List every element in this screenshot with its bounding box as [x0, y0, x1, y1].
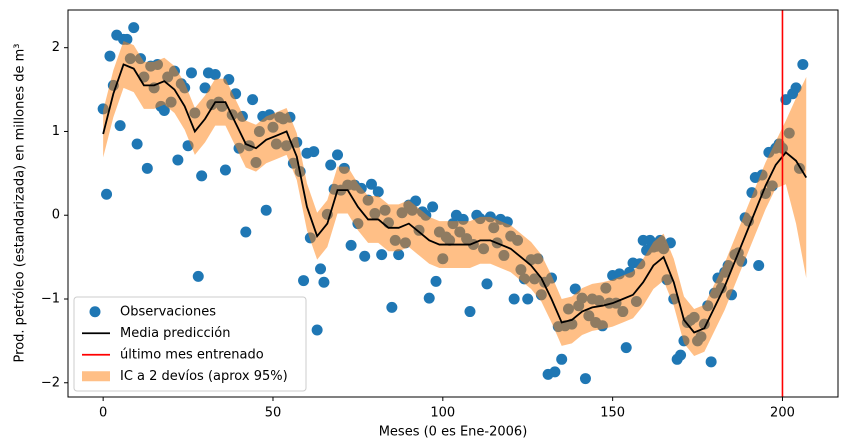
observation-point	[131, 138, 143, 150]
observation-point	[192, 270, 204, 282]
y-tick-label: 1	[52, 124, 60, 139]
legend-box	[73, 296, 307, 392]
observation-point	[427, 201, 439, 213]
observation-point	[393, 249, 405, 261]
observation-point	[430, 275, 442, 287]
observation-point	[508, 293, 520, 305]
observation-point	[620, 342, 632, 354]
x-tick-label: 200	[770, 406, 795, 421]
observation-point	[753, 259, 765, 271]
x-tick-label: 0	[99, 406, 107, 421]
x-tick-label: 150	[600, 406, 625, 421]
x-axis-label: Meses (0 es Ene-2006)	[379, 425, 528, 440]
x-tick-label: 50	[265, 406, 282, 421]
observation-point	[128, 22, 140, 34]
observation-point	[359, 250, 371, 262]
observation-point	[114, 120, 126, 132]
y-tick-label: −2	[41, 375, 60, 390]
observation-point	[247, 94, 259, 106]
observation-point	[104, 50, 116, 62]
observation-point	[219, 164, 231, 176]
observation-point	[196, 170, 208, 182]
observation-point	[318, 276, 330, 288]
observation-point	[365, 178, 377, 190]
observation-point	[185, 67, 197, 79]
observation-point	[298, 275, 310, 287]
observation-point	[260, 204, 272, 216]
legend: Observaciones Media predicción último mes …	[73, 296, 307, 392]
observation-point	[579, 373, 591, 385]
legend-label: IC a 2 devíos (aprox 95%)	[120, 369, 288, 384]
y-tick-label: −1	[41, 291, 60, 306]
observation-point	[199, 82, 211, 94]
observation-point	[705, 356, 717, 368]
observation-point	[311, 324, 323, 336]
axes-frame	[67, 9, 839, 398]
observation-point	[308, 146, 320, 158]
observation-point	[790, 82, 802, 94]
observation-point	[240, 226, 252, 238]
observation-point	[797, 58, 809, 70]
observation-point	[345, 239, 357, 251]
observation-point	[372, 186, 384, 198]
legend-swatch	[82, 371, 110, 382]
observation-point	[549, 366, 561, 378]
mean-line	[102, 63, 808, 334]
y-tick-label: 0	[52, 208, 60, 223]
observation-point	[332, 149, 344, 161]
observation-point	[464, 306, 476, 318]
observation-point	[376, 249, 388, 261]
legend-label: Observaciones	[120, 304, 216, 319]
y-tick-label: 2	[52, 40, 60, 55]
observation-point	[481, 278, 493, 290]
plot-area	[97, 10, 809, 397]
observation-point	[423, 292, 435, 304]
legend-label: Media predicción	[120, 326, 230, 341]
legend-label: último mes entrenado	[120, 347, 264, 362]
observation-point	[172, 154, 184, 166]
observation-point	[141, 162, 153, 174]
observation-point	[209, 69, 221, 80]
legend-marker	[89, 306, 101, 318]
y-axis-label: Prod. petróleo (estandarizada) en millon…	[13, 44, 28, 363]
observation-point	[556, 353, 568, 365]
confidence-band	[103, 40, 807, 356]
observation-point	[522, 293, 534, 305]
observation-point	[325, 159, 337, 171]
observation-point	[158, 105, 170, 117]
observation-point	[386, 301, 398, 313]
observation-point	[315, 263, 327, 275]
observation-point	[101, 188, 113, 200]
observation-point	[675, 349, 687, 361]
x-tick-label: 100	[430, 406, 455, 421]
